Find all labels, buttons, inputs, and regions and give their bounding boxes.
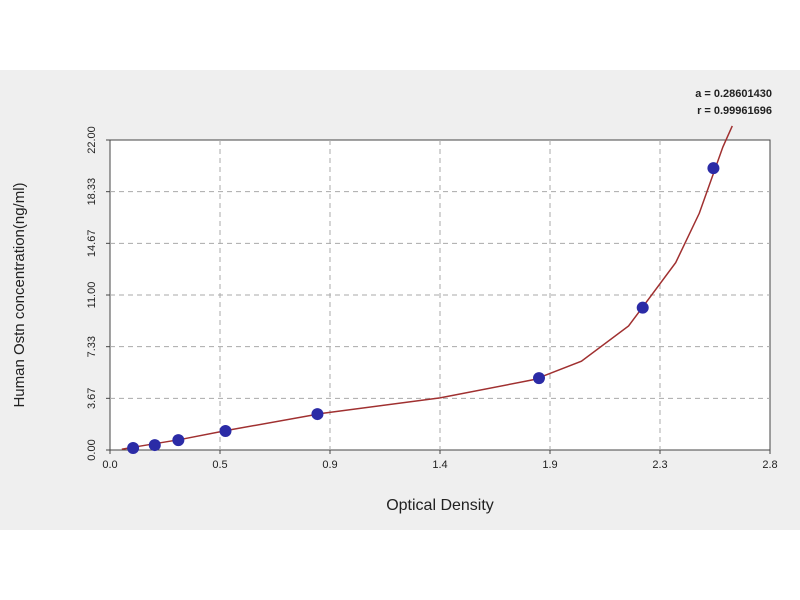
y-tick-label: 18.33: [86, 178, 98, 206]
y-tick-label: 0.00: [86, 439, 98, 460]
x-tick-label: 1.4: [432, 459, 447, 471]
x-tick-label: 2.8: [762, 459, 777, 471]
x-tick-label: 2.3: [652, 459, 667, 471]
data-point: [636, 301, 649, 314]
annotation: a = 0.28601430: [695, 88, 772, 100]
y-tick-label: 22.00: [86, 126, 98, 154]
y-tick-label: 14.67: [86, 230, 98, 258]
data-point: [148, 439, 161, 452]
y-axis-label: Human Ostn concentration(ng/ml): [11, 182, 28, 407]
data-point: [311, 408, 324, 421]
data-point: [707, 162, 720, 175]
y-tick-label: 11.00: [86, 282, 98, 309]
y-tick-label: 3.67: [86, 388, 98, 409]
y-tick-label: 7.33: [86, 336, 98, 357]
data-point: [219, 424, 232, 437]
x-tick-label: 0.5: [212, 459, 227, 471]
data-point: [533, 372, 545, 385]
x-axis-label: Optical Density: [386, 497, 494, 514]
annotation: r = 0.99961696: [697, 105, 772, 117]
x-tick-label: 0.0: [102, 459, 117, 471]
data-point: [127, 442, 140, 455]
data-point: [172, 434, 185, 447]
x-tick-label: 0.9: [322, 459, 337, 471]
x-tick-label: 1.9: [542, 459, 557, 471]
